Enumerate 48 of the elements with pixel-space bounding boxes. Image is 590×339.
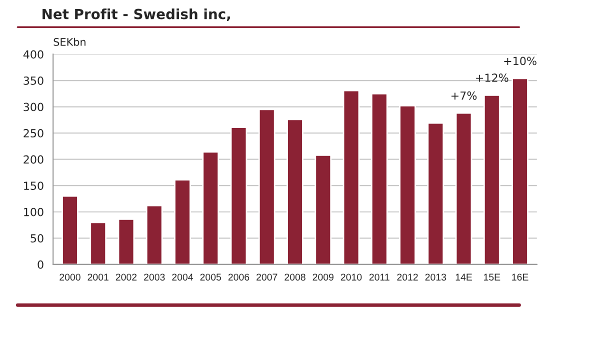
x-tick-label: 2011 [369, 274, 390, 281]
y-tick-label: 200 [24, 155, 44, 164]
x-tick-label: 14E [456, 274, 472, 280]
y-tick-label: 250 [24, 129, 44, 138]
y-tick-label: 150 [24, 182, 44, 190]
bar [512, 78, 528, 264]
bar [258, 108, 276, 264]
x-tick-label: 2005 [200, 274, 222, 281]
y-tick-label: 350 [24, 76, 44, 85]
x-tick-label: 2000 [60, 274, 80, 281]
bar [314, 154, 332, 264]
x-tick-label: 2008 [284, 274, 306, 281]
bar [174, 179, 191, 264]
x-tick-label: 2009 [312, 274, 334, 281]
bar [455, 112, 472, 264]
annotation: +12% [476, 74, 508, 82]
y-axis-title: SEKbn [54, 38, 86, 46]
x-tick-label: 2003 [144, 274, 165, 281]
annotation: +10% [504, 56, 536, 66]
x-tick-label: 2010 [340, 274, 362, 281]
y-tick-label: 50 [30, 234, 44, 243]
x-tick-label: 2004 [172, 274, 194, 281]
y-tick-label: 400 [23, 50, 44, 59]
x-tick-label: 15E [484, 274, 500, 281]
x-tick-label: 2002 [116, 274, 137, 281]
y-tick-label: 300 [24, 102, 44, 112]
bar [90, 222, 107, 264]
y-tick-label: 0 [38, 260, 44, 269]
x-tick-label: 2007 [256, 274, 278, 281]
bar [483, 94, 500, 264]
bar [118, 218, 135, 264]
bar [230, 126, 248, 264]
bar [370, 92, 388, 264]
bar [427, 122, 444, 264]
bar [202, 151, 220, 264]
x-tick-label: 2013 [425, 274, 446, 281]
y-tick-label: 100 [24, 208, 44, 216]
x-tick-label: 2001 [88, 274, 108, 281]
x-tick-label: 16E [512, 274, 528, 281]
bar [62, 195, 78, 264]
bar [146, 204, 163, 264]
annotation: +7% [451, 91, 477, 100]
x-tick-label: 2006 [228, 274, 250, 281]
bar [342, 90, 360, 264]
bar [399, 105, 416, 264]
chart-title: Net Profit - Swedish inc, [42, 8, 230, 22]
x-tick-label: 2012 [397, 274, 418, 281]
bar [286, 118, 304, 264]
